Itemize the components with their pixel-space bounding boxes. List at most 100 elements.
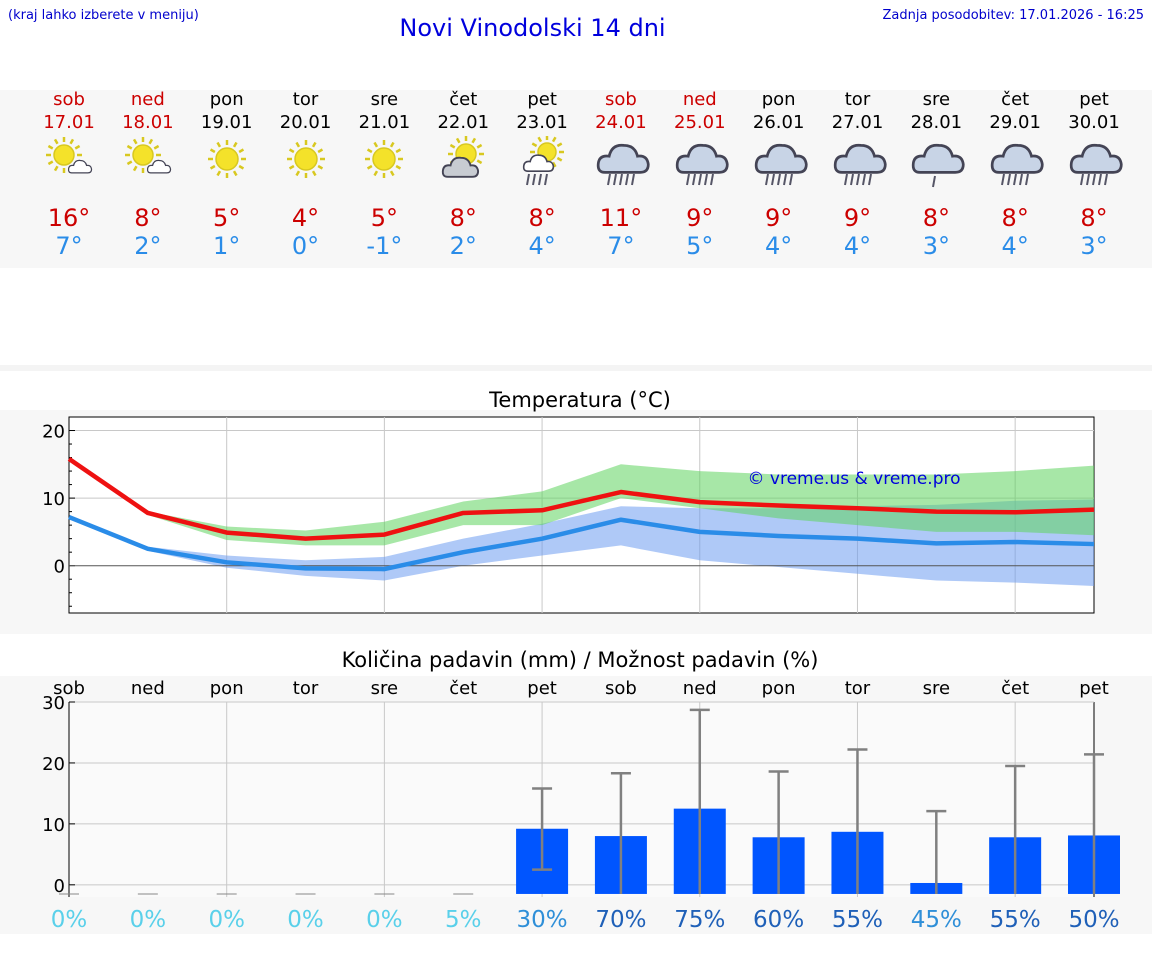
precip-probability: 55% [832,907,883,933]
rain-cloud-icon [739,134,819,204]
day-name: pon [209,89,244,110]
temp-max: 5° [213,204,241,232]
precipitation-chart-title: Količina padavin (mm) / Možnost padavin … [341,648,819,672]
x-day-label: pon [210,678,244,699]
day-column: sob 17.01 16° 7° [29,90,109,261]
day-date: 26.01 [752,112,805,133]
x-day-label: pon [762,678,796,699]
x-day-label: sre [923,678,950,699]
day-date: 28.01 [910,112,963,133]
day-column: sre 28.01 8° 3° [896,90,976,260]
x-day-label: sob [53,678,85,699]
temp-min: 3° [1080,232,1108,260]
temp-max: 9° [765,204,793,232]
x-day-label: tor [845,678,871,699]
rain-cloud-icon [660,134,740,204]
y-tick-label: 30 [42,693,65,714]
day-column: pet 23.01 8° 4° [502,89,582,261]
x-day-label: tor [293,678,319,699]
rain-cloud-icon [581,134,661,204]
temp-max: 8° [528,204,556,232]
temp-max: 16° [47,204,91,232]
temp-max: 9° [686,204,714,232]
day-name: tor [292,89,319,110]
x-day-label: ned [131,678,165,699]
sun-partly-cloudy-icon [108,134,188,204]
temp-max: 9° [843,204,872,232]
day-column: tor 27.01 9° 4° [818,90,898,260]
temp-max: 8° [1080,204,1108,232]
precip-probability: 0% [287,907,324,933]
rain-cloud-icon [975,134,1055,204]
precip-probability: 60% [753,907,804,933]
watermark-text: © vreme.us & vreme.pro [747,469,960,489]
x-day-label: sre [371,678,398,699]
location-select-hint: (kraj lahko izberete v meniju) [8,8,199,23]
temp-max: 8° [449,204,477,232]
precip-probability: 75% [674,907,725,933]
day-date: 20.01 [279,112,332,133]
precip-probability: 30% [517,907,568,933]
light-rain-cloud-icon [896,134,976,204]
temperature-chart-title: Temperatura (°C) [489,388,671,412]
day-name: čet [1001,89,1030,110]
temp-min: 3° [922,232,950,260]
temp-min: 4° [765,232,793,260]
min-temp-line [68,514,1095,572]
day-date: 22.01 [437,112,490,133]
precipitation-chart: 0102030sob0%ned0%pon0%tor0%sre0%čet5%pet… [42,678,1120,933]
day-name: pet [527,89,557,110]
day-date: 24.01 [595,112,647,133]
temp-min: 5° [686,232,714,260]
day-name: tor [844,89,871,110]
day-date: 30.01 [1068,112,1120,133]
temp-max: 8° [1001,204,1029,232]
day-date: 21.01 [358,112,411,133]
day-date: 23.01 [516,112,568,133]
sun-icon [187,134,267,204]
day-column: ned 25.01 9° 5° [660,90,740,260]
temp-min: 7° [55,232,83,260]
day-date: 27.01 [831,112,884,133]
sun-rain-icon [502,134,582,204]
day-name: sre [922,89,951,110]
x-day-label: pet [527,678,557,699]
temp-min: -1° [366,232,403,260]
temp-min: 2° [449,232,477,260]
day-name: ned [130,89,165,110]
precip-probability: 5% [445,907,482,933]
precip-probability: 0% [366,907,403,933]
x-day-label: čet [1001,678,1029,699]
day-column: sob 24.01 11° 7° [581,90,661,260]
precip-probability: 45% [911,907,962,933]
partly-cloudy-icon [423,134,503,204]
day-column: pon 26.01 9° 4° [739,90,819,260]
day-date: 18.01 [122,112,174,133]
day-column: pet 30.01 8° 3° [1054,90,1134,260]
day-date: 17.01 [43,112,95,133]
day-name: sre [370,89,399,110]
y-tick-label: 0 [54,876,65,897]
precip-probability: 70% [595,907,646,933]
precip-probability: 55% [990,907,1041,933]
precip-probability: 0% [130,907,167,933]
temperature-chart: 0 10 20 © vreme.us & vreme.pro [42,416,1095,614]
day-date: 29.01 [989,112,1041,133]
x-day-label: ned [683,678,717,699]
temp-min: 7° [607,232,635,260]
temp-min: 2° [134,232,162,260]
rain-cloud-icon [1054,134,1134,204]
temp-min: 4° [528,232,556,260]
sun-partly-cloudy-icon [29,134,109,204]
temp-max: 11° [599,204,643,232]
x-day-label: sob [605,678,637,699]
day-column: čet 22.01 8° 2° [423,90,503,261]
sun-icon [344,134,424,204]
y-tick-label: 20 [42,422,65,443]
precip-probability: 50% [1068,907,1119,933]
day-date: 25.01 [674,112,726,133]
day-date: 19.01 [200,112,253,133]
temp-min: 0° [291,232,320,260]
temp-max: 5° [370,204,399,232]
day-column: čet 29.01 8° 4° [975,90,1055,260]
